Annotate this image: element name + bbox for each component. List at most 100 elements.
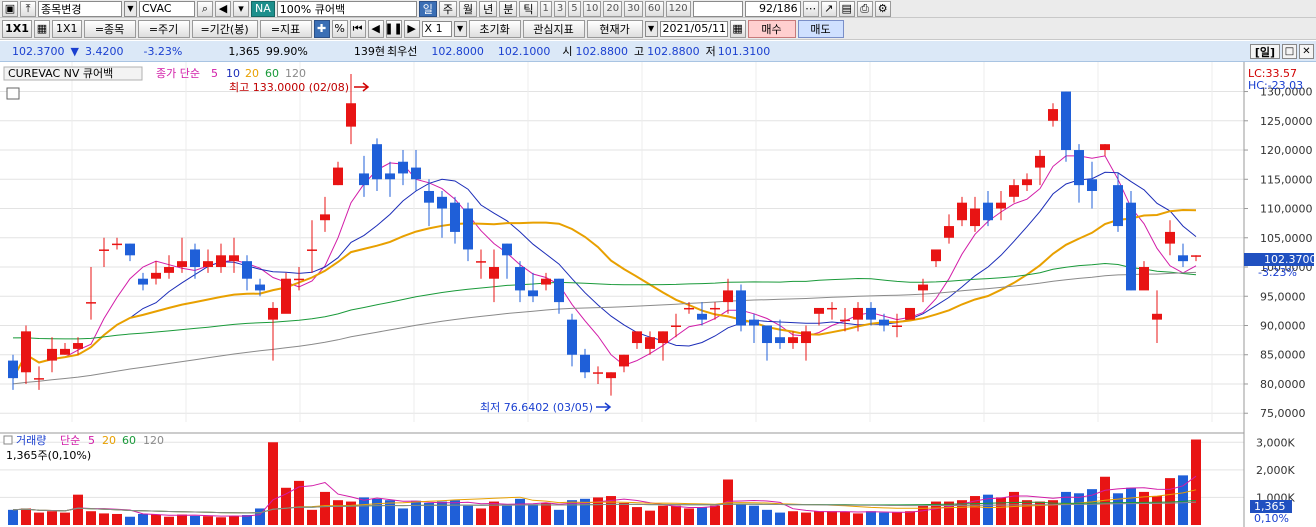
candle-body (8, 360, 18, 379)
volume-bar (567, 500, 577, 525)
tab-tick[interactable]: 틱 (519, 0, 538, 17)
connection-icon[interactable]: ⋯ (802, 0, 819, 17)
volume-bar (866, 511, 876, 525)
ticker-input[interactable]: CVAC (139, 0, 195, 17)
gear-icon[interactable]: ⚙ (874, 0, 891, 17)
current-price-button[interactable]: 현재가 (586, 19, 643, 38)
top-toolbar: ▣ ⤒ 종목변경 ▼ CVAC ⌕ ◀ ▾ NA 100% 큐어백 일 주 월 … (0, 0, 1316, 18)
minute-option-20[interactable]: 20 (603, 0, 623, 17)
prev-icon[interactable]: ◀ (367, 19, 384, 38)
tab-minute[interactable]: 분 (499, 0, 518, 17)
volume-pct: 99.90% (265, 44, 308, 58)
minute-option-60[interactable]: 60 (644, 0, 664, 17)
minute-option-10[interactable]: 10 (582, 0, 602, 17)
tab-day-label: 일 (422, 2, 433, 16)
volume-bar (424, 502, 434, 525)
minute-option-5[interactable]: 5 (568, 0, 581, 17)
volume-bar (1113, 493, 1123, 525)
calendar-icon[interactable]: ▦ (729, 19, 746, 38)
candle-body (268, 307, 278, 320)
volume-bar (320, 491, 330, 525)
tab-year[interactable]: 년 (479, 0, 498, 17)
minute-option-30[interactable]: 30 (624, 0, 643, 17)
maximize-icon[interactable]: □ (1282, 44, 1297, 59)
sell-button[interactable]: 매도 (797, 19, 844, 38)
volume-bar (684, 508, 694, 525)
chart-table-icon[interactable] (6, 87, 20, 100)
buy-button[interactable]: 매수 (747, 19, 796, 38)
next-icon[interactable]: ▶ (403, 19, 420, 38)
candlestick-series (8, 74, 1201, 396)
price-tick-label: 110,0000 (1260, 203, 1313, 216)
percent-icon[interactable]: % (331, 19, 348, 38)
interest-indicator-button[interactable]: 관심지표 (522, 19, 585, 38)
na-badge[interactable]: NA (251, 0, 275, 17)
candle-body (346, 103, 356, 127)
tab-week[interactable]: 주 (438, 0, 458, 17)
minute-option-3[interactable]: 3 (553, 0, 567, 17)
multiplier-text: X 1 (424, 22, 443, 35)
volume-bar (190, 515, 200, 525)
multiplier-dropdown-icon[interactable]: ▼ (453, 20, 467, 37)
candle-body (307, 249, 317, 251)
print-icon[interactable]: ⎙ (856, 0, 873, 17)
volume-bar (827, 511, 837, 525)
multiplier-select[interactable]: X 1 (421, 20, 452, 37)
volume-legend-ma20: 20 (102, 434, 116, 447)
price-tick-label: 125,0000 (1260, 115, 1313, 128)
volume-bar (398, 508, 408, 525)
tab-month[interactable]: 월 (459, 0, 478, 17)
candle-body (372, 144, 382, 180)
candle-body (411, 167, 421, 180)
volume-legend-ma5: 5 (88, 434, 95, 447)
pause-icon[interactable]: ❚❚ (384, 19, 403, 38)
candle-body (125, 243, 135, 256)
minute-option-1[interactable]: 1 (539, 0, 552, 17)
tab-minute-label: 분 (503, 2, 514, 16)
pin-icon[interactable]: ⤒ (20, 0, 36, 17)
candle-body (112, 243, 122, 246)
tab-day[interactable]: 일 (418, 0, 437, 17)
minute-custom-input[interactable] (692, 0, 743, 17)
close-icon[interactable]: ✕ (1299, 44, 1314, 59)
indicator-sync-button[interactable]: =지표 (259, 19, 312, 38)
save-icon[interactable]: ▤ (838, 0, 855, 17)
search-icon[interactable]: ⌕ (197, 0, 213, 17)
dropdown-icon[interactable]: ▾ (233, 0, 249, 17)
stock-dropdown-icon[interactable]: ▼ (124, 0, 137, 17)
period-sync-button[interactable]: =주기 (137, 19, 190, 38)
draw-tool-icon[interactable]: ↗ (820, 0, 837, 17)
volume-bar (645, 510, 655, 525)
current-price: 102.3700 (12, 44, 65, 58)
volume-bar (138, 513, 148, 525)
date-input[interactable]: 2021/05/11 (659, 20, 728, 37)
candle-body (1048, 109, 1058, 121)
layout-1x1-button[interactable]: 1X1 (2, 19, 32, 38)
tab-month-label: 월 (463, 2, 474, 16)
candle-body (827, 307, 837, 310)
candle-body (1178, 255, 1188, 262)
stock-change-field[interactable]: 종목변경 (38, 0, 122, 17)
item-sync-button[interactable]: =종목 (83, 19, 136, 38)
crosshair-icon[interactable]: ✚ (313, 19, 330, 38)
price-chart[interactable]: 130,0000 125,0000 120,0000 115,0000 110,0000… (0, 62, 1316, 527)
volume-legend-icon (3, 435, 13, 445)
volume-bar (294, 480, 304, 525)
layout-icon[interactable]: ▣ (2, 0, 18, 17)
candle-body (398, 161, 408, 174)
current-price-dropdown-icon[interactable]: ▼ (644, 20, 658, 37)
grid-icon[interactable]: ▦ (34, 19, 50, 38)
minute-option-120[interactable]: 120 (665, 0, 691, 17)
reset-button[interactable]: 초기화 (468, 19, 521, 38)
candle-body (489, 267, 499, 279)
range-sync-button[interactable]: =기간(봉) (191, 19, 258, 38)
minute-option-label: 10 (585, 3, 599, 14)
legend-stock-name: CUREVAC NV 큐어백 (8, 67, 113, 80)
ma-line-20 (12, 208, 1197, 379)
layout-1x1-alt-button[interactable]: 1X1 (52, 19, 82, 38)
volume-bar (164, 516, 174, 525)
volume-legend-label: 거래량 (16, 434, 46, 447)
sell-label: 매도 (810, 22, 831, 36)
speaker-icon[interactable]: ◀ (215, 0, 231, 17)
first-icon[interactable]: ⏮ (349, 19, 366, 38)
